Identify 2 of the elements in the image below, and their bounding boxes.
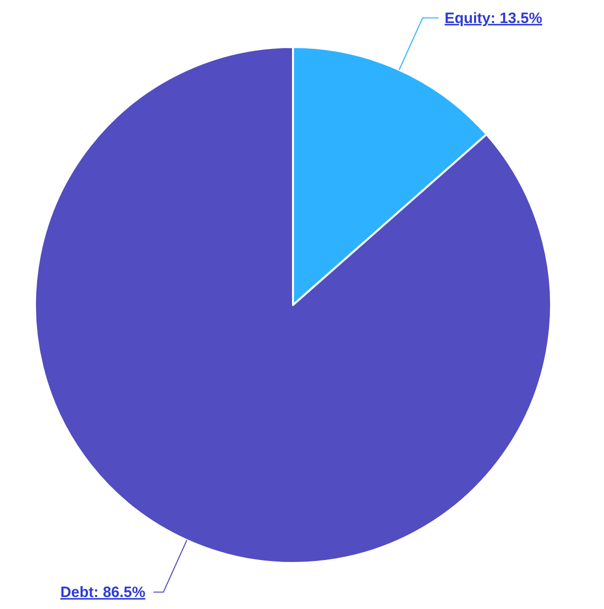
slice-label: Equity: 13.5% <box>444 10 542 27</box>
slice-label: Debt: 86.5% <box>60 584 146 602</box>
